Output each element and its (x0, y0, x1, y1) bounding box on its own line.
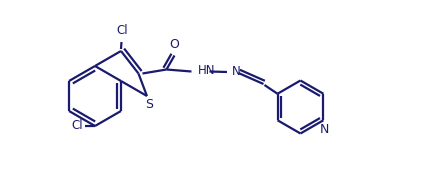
Text: Cl: Cl (116, 24, 128, 37)
Text: Cl: Cl (71, 119, 83, 132)
Text: N: N (320, 123, 330, 136)
Text: HN: HN (198, 64, 215, 77)
Text: O: O (170, 39, 179, 51)
Text: S: S (145, 98, 153, 112)
Text: N: N (231, 65, 240, 78)
